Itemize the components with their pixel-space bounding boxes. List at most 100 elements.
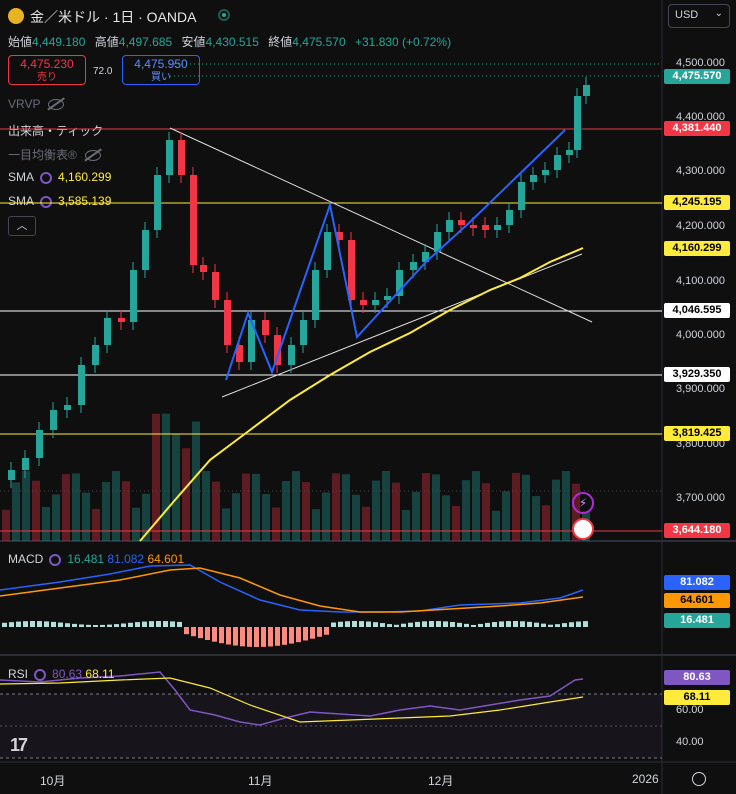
volume-bar — [512, 472, 520, 541]
indicator-settings-icon[interactable] — [49, 553, 62, 566]
histogram-bar — [541, 623, 546, 627]
histogram-bar — [534, 622, 539, 627]
rsi-legend[interactable]: RSI 80.63 68.11 — [8, 667, 115, 681]
histogram-bar — [506, 621, 511, 627]
volume-bar — [252, 473, 260, 541]
volume-bar — [202, 471, 210, 541]
volume-bars — [2, 413, 590, 541]
indicator-sma-1[interactable]: SMA 4,160.299 — [8, 170, 111, 184]
hidden-eye-icon[interactable] — [84, 150, 101, 162]
indicator-settings-icon[interactable] — [40, 171, 53, 184]
hist-tag: 16.481 — [664, 613, 730, 628]
histogram-bar — [324, 627, 329, 635]
histogram-bar — [58, 622, 63, 627]
open-label: 始値 — [8, 35, 33, 49]
volume-bar — [492, 510, 500, 541]
volume-bar — [32, 480, 40, 541]
high-label: 高値 — [94, 35, 119, 49]
histogram-bar — [100, 624, 105, 627]
symbol-title[interactable]: 金／米ドル · 1日 · OANDA — [30, 9, 197, 25]
open-value: 4,449.180 — [32, 35, 86, 49]
histogram-bar — [359, 621, 364, 627]
candle-body — [554, 155, 561, 170]
volume-bar — [542, 505, 550, 541]
histogram-bar — [23, 621, 28, 627]
candle-body — [422, 252, 429, 262]
histogram-bar — [254, 627, 259, 647]
volume-bar — [62, 474, 70, 541]
low-label: 安値 — [181, 35, 206, 49]
volume-bar — [362, 506, 370, 541]
currency-select[interactable]: USD ⌄ — [668, 4, 730, 28]
histogram-bar — [562, 623, 567, 627]
tradingview-logo[interactable]: 17 — [10, 735, 28, 755]
volume-bar — [152, 413, 160, 541]
rsi-tag: 80.63 — [664, 670, 730, 685]
histogram-bar — [247, 627, 252, 647]
sma2-value: 3,585.139 — [58, 194, 112, 208]
volume-bar — [22, 471, 30, 541]
volume-bar — [352, 494, 360, 541]
indicator-settings-icon[interactable] — [34, 668, 47, 681]
indicator-settings-icon[interactable] — [40, 195, 53, 208]
indicator-sma-2[interactable]: SMA 3,585.139 — [8, 194, 111, 208]
volume-bar — [132, 507, 140, 541]
volume-bar — [52, 494, 60, 541]
sell-button[interactable]: 4,475.230 売り — [8, 55, 86, 85]
candle-body — [312, 270, 319, 320]
candle-body — [190, 175, 197, 265]
volume-bar — [122, 481, 130, 541]
histogram-bar — [436, 621, 441, 627]
rsi-label: RSI — [8, 667, 29, 681]
hidden-eye-icon[interactable] — [48, 99, 65, 111]
volume-bar — [172, 433, 180, 541]
volume-bar — [522, 474, 530, 541]
lightning-event-icon[interactable]: ⚡ — [572, 492, 594, 514]
volume-bar — [42, 506, 50, 541]
volume-bar — [82, 492, 90, 541]
histogram-bar — [457, 622, 462, 627]
level-tag: 3,929.350 — [664, 367, 730, 382]
indicator-volume[interactable]: 出来高・ティック — [8, 122, 103, 139]
sma1-label: SMA — [8, 170, 35, 184]
histogram-bar — [380, 623, 385, 627]
histogram-bar — [548, 624, 553, 627]
histogram-bar — [499, 621, 504, 627]
volume-bar — [412, 491, 420, 541]
histogram-bar — [485, 622, 490, 627]
indicator-ichimoku[interactable]: 一目均衡表® — [8, 146, 101, 163]
signal-tag: 64.601 — [664, 593, 730, 608]
settings-gear-icon[interactable] — [692, 772, 706, 786]
ask-price: 4,475.950 — [134, 57, 188, 71]
buy-button[interactable]: 4,475.950 買い — [122, 55, 200, 85]
candle-body — [248, 320, 255, 362]
histogram-bar — [464, 623, 469, 627]
sma1-value: 4,160.299 — [58, 170, 112, 184]
histogram-bar — [492, 622, 497, 627]
volume-bar — [572, 483, 580, 541]
macd-value: 81.082 — [107, 552, 145, 566]
collapse-legend-button[interactable]: ︿ — [8, 216, 36, 236]
close-value: 4,475.570 — [292, 35, 346, 49]
volume-bar — [212, 481, 220, 541]
us-flag-event-icon[interactable] — [572, 518, 594, 540]
volume-bar — [312, 509, 320, 541]
level-tag: 4,245.195 — [664, 195, 730, 210]
histogram-bar — [576, 621, 581, 627]
rsi-value: 80.63 — [52, 667, 83, 681]
indicator-vrvp[interactable]: VRVP — [8, 97, 65, 111]
volume-bar — [282, 481, 290, 541]
rsi-tick: 40.00 — [676, 736, 704, 748]
candle-body — [458, 220, 465, 225]
histogram-bar — [338, 621, 343, 627]
histogram-bar — [2, 622, 7, 627]
candle-body — [22, 458, 29, 470]
candle-body — [118, 318, 125, 322]
histogram-bar — [93, 624, 98, 627]
histogram-bar — [233, 627, 238, 646]
volume-bar — [272, 507, 280, 541]
candle-body — [518, 182, 525, 210]
macd-legend[interactable]: MACD 16.481 81.082 64.601 — [8, 552, 184, 566]
vrvp-label: VRVP — [8, 97, 41, 111]
